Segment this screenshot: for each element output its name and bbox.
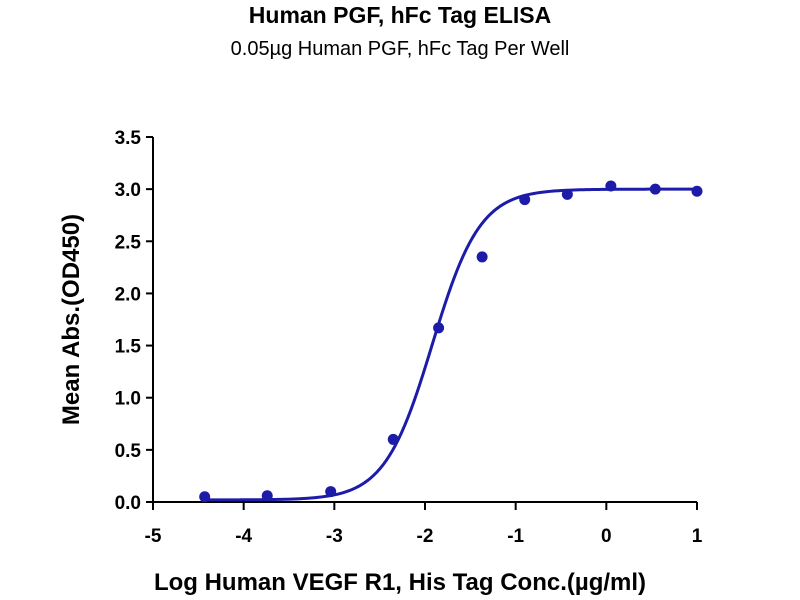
data-point <box>561 188 573 200</box>
fit-curve <box>204 187 697 502</box>
data-point <box>387 433 399 445</box>
x-tick-label: -1 <box>507 526 524 547</box>
y-tick-label: 1.5 <box>115 337 142 358</box>
data-point <box>325 486 337 498</box>
y-axis-title: Mean Abs.(OD450) <box>58 214 85 425</box>
data-point <box>433 322 445 334</box>
axes: 0.0 0.5 1.0 1.5 2.0 2.5 3.0 3.5 -5 -4 -3 -2 -1 0 1 <box>115 128 703 547</box>
fit-curve-group <box>204 187 697 502</box>
x-tick-label: 0 <box>601 526 612 547</box>
y-tick-label: 0.5 <box>115 441 142 462</box>
x-tick-label: -2 <box>417 526 434 547</box>
data-point <box>649 183 661 195</box>
y-tick-label: 2.5 <box>115 232 142 253</box>
chart-subtitle: 0.05µg Human PGF, hFc Tag Per Well <box>230 38 570 60</box>
y-tick-label: 3.5 <box>115 128 142 149</box>
x-axis-title: Log Human VEGF R1, His Tag Conc.(µg/ml) <box>154 569 646 596</box>
x-tick-label: -3 <box>326 526 343 547</box>
x-tick-label: 1 <box>692 526 703 547</box>
data-point <box>199 491 211 503</box>
data-points <box>199 180 703 503</box>
data-point <box>519 194 531 206</box>
data-point <box>691 185 703 197</box>
x-tick-label: -4 <box>235 526 252 547</box>
data-point <box>605 180 617 192</box>
y-tick-label: 1.0 <box>115 389 141 410</box>
y-tick-label: 3.0 <box>115 180 141 201</box>
y-tick-label: 2.0 <box>115 284 141 305</box>
data-point <box>476 251 488 263</box>
y-tick-label: 0.0 <box>115 493 141 514</box>
x-tick-label: -5 <box>145 526 162 547</box>
data-point <box>261 490 273 502</box>
chart-title: Human PGF, hFc Tag ELISA <box>248 2 552 28</box>
